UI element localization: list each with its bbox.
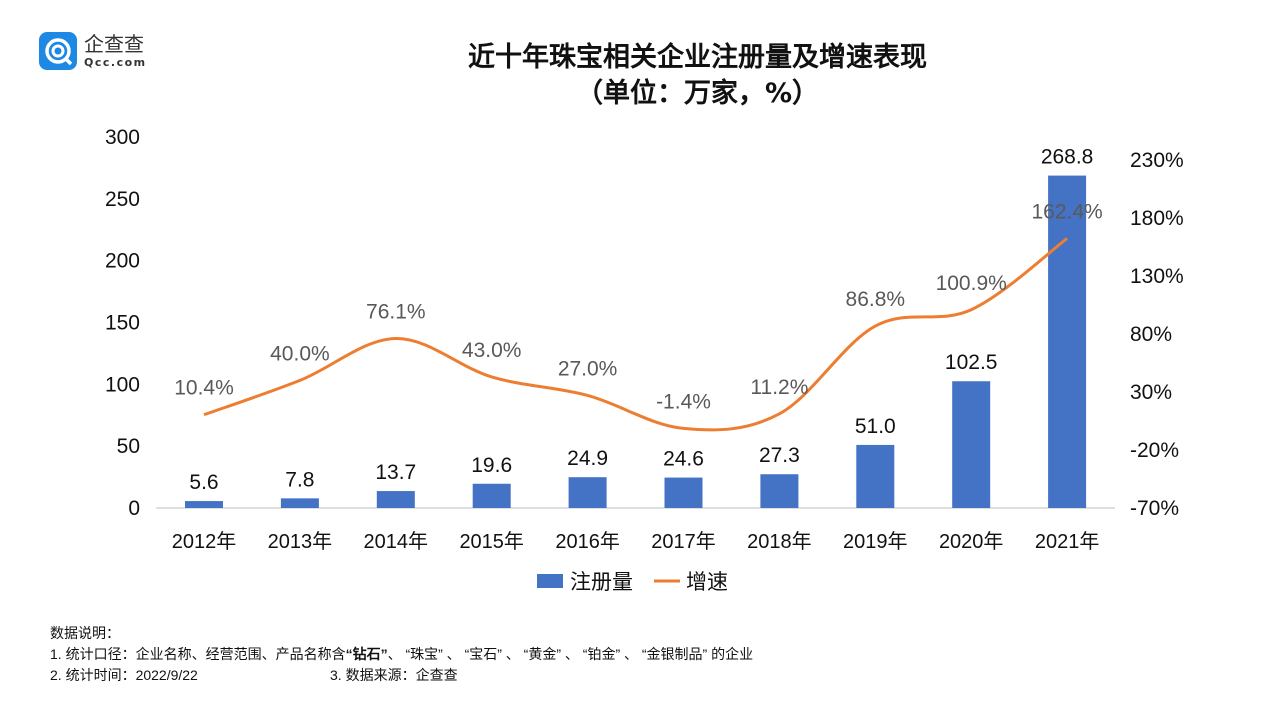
note-3: 3. 数据来源：企查查 [330,667,458,683]
bar-data-label: 24.9 [567,447,608,470]
y-left-tick-label: 50 [117,435,140,458]
y-right-tick-label: -70% [1130,497,1179,520]
line-data-label: 162.4% [1031,200,1102,223]
bar [472,483,511,508]
bar [1048,175,1087,509]
y-left-tick-label: 100 [105,373,140,396]
bar-data-label: 268.8 [1041,146,1094,169]
line-data-label: 27.0% [558,357,618,380]
note-1-suffix: 、 “珠宝” 、 “宝石” 、 “黄金” 、 “铂金” 、 “金银制品” 的企业 [387,646,754,662]
bar-data-label: 102.5 [945,351,998,374]
line-data-label: 86.8% [846,288,906,311]
line-data-label: 40.0% [270,342,330,365]
bar-data-label: 7.8 [285,468,314,491]
bar-data-label: 5.6 [189,471,218,494]
note-2: 2. 统计时间：2022/9/22 [50,667,198,683]
legend-line-label: 增速 [686,571,728,594]
legend-bar-label: 注册量 [570,571,633,594]
y-left-tick-label: 200 [105,250,140,273]
chart-title: 近十年珠宝相关企业注册量及增速表现 [468,42,927,73]
logo-name-en: Qcc.com [84,56,147,69]
bar [952,381,991,508]
y-right-tick-label: 130% [1130,265,1184,288]
growth-line [203,237,1068,432]
x-tick-label: 2018年 [747,530,812,553]
x-tick-label: 2015年 [459,530,524,553]
x-tick-label: 2013年 [268,530,333,553]
bar-data-label: 27.3 [759,444,800,467]
y-left-tick-label: 150 [105,312,140,335]
y-right-tick-label: 30% [1130,381,1172,404]
x-tick-label: 2016年 [555,530,620,553]
x-tick-label: 2020年 [939,530,1004,553]
line-data-label: -1.4% [656,390,711,413]
bar [760,474,799,508]
qcc-logo: 企查查 Qcc.com [39,32,147,70]
y-left-tick-label: 0 [128,497,140,520]
x-tick-label: 2021年 [1035,530,1100,553]
bar-data-label: 19.6 [471,454,512,477]
bar [568,477,607,508]
data-notes: 数据说明： 1. 统计口径：企业名称、经营范围、产品名称含“钻石”、 “珠宝” … [50,623,753,686]
notes-heading: 数据说明： [50,625,120,641]
bar [664,477,703,508]
y-right-tick-label: -20% [1130,439,1179,462]
bar-data-label: 51.0 [855,415,896,438]
line-data-label: 76.1% [366,301,426,324]
x-tick-label: 2019年 [843,530,908,553]
y-right-tick-label: 80% [1130,323,1172,346]
x-tick-label: 2014年 [364,530,429,553]
logo-name-cn: 企查查 [84,32,144,56]
bar [185,501,223,508]
note-1-prefix: 1. 统计口径：企业名称、经营范围、产品名称含 [50,646,346,662]
y-right-tick-label: 230% [1130,149,1184,172]
note-1-bold: “钻石” [345,646,388,662]
chart-subtitle: （单位：万家，%） [575,78,820,109]
line-data-label: 11.2% [750,376,808,399]
qcc-logo-icon [39,32,77,70]
y-right-tick-label: 180% [1130,207,1184,230]
line-data-label: 10.4% [174,377,234,400]
y-left-tick-label: 300 [105,126,140,149]
bar-data-label: 24.6 [663,448,704,471]
x-tick-label: 2017年 [651,530,716,553]
legend-bar-swatch [537,574,563,588]
line-data-label: 100.9% [936,272,1007,295]
bar [856,444,895,508]
x-tick-label: 2012年 [172,530,237,553]
bar [376,491,415,508]
bar [280,498,319,508]
y-left-tick-label: 250 [105,188,140,211]
bar-data-label: 13.7 [375,461,416,484]
line-data-label: 43.0% [462,339,522,362]
